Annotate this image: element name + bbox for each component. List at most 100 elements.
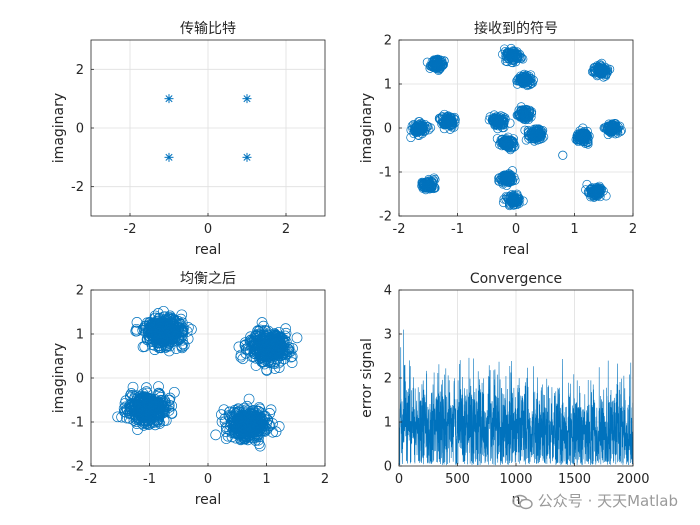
y-tick-label: 1: [384, 78, 392, 93]
data-point: [267, 426, 279, 438]
data-point: [422, 181, 432, 191]
data-point: [231, 408, 242, 420]
data-point: [485, 112, 495, 122]
y-tick-label: 1: [384, 416, 392, 431]
y-tick-label: 4: [384, 284, 392, 299]
data-point: [234, 411, 245, 423]
data-point: [141, 402, 153, 413]
y-axis-label: imaginary: [51, 93, 67, 163]
data-point: [436, 58, 447, 68]
data-point: [417, 125, 427, 135]
data-point: [250, 360, 262, 371]
data-point: [515, 73, 525, 83]
data-point-asterisk: [164, 152, 174, 162]
data-point: [218, 404, 230, 416]
x-axis-label: n: [512, 492, 521, 508]
data-point: [501, 174, 511, 184]
data-point: [411, 122, 421, 132]
data-point: [518, 71, 528, 81]
y-tick-label: 3: [384, 328, 392, 343]
data-point: [279, 353, 290, 365]
y-axis-label: imaginary: [51, 343, 67, 413]
x-tick-label: -1: [451, 222, 464, 237]
data-point: [498, 139, 508, 149]
data-point-asterisk: [242, 152, 252, 162]
data-point: [524, 107, 534, 117]
data-point: [261, 345, 272, 356]
data-point: [129, 393, 140, 405]
data-point: [433, 57, 444, 67]
x-tick-label: 1: [570, 222, 578, 237]
y-tick-label: -1: [71, 416, 84, 431]
data-layer: [164, 94, 252, 162]
data-point: [422, 57, 432, 67]
y-tick-label: 0: [384, 122, 392, 137]
data-point: [522, 79, 533, 89]
data-point: [228, 419, 240, 430]
x-tick-label: -2: [85, 472, 98, 487]
data-point: [498, 137, 508, 147]
data-point: [512, 53, 522, 63]
y-tick-label: -2: [71, 460, 84, 475]
y-axis-label: imaginary: [359, 93, 375, 163]
data-point: [432, 59, 442, 69]
data-point: [500, 172, 510, 182]
data-point: [501, 135, 511, 145]
data-point: [539, 132, 549, 142]
data-point: [609, 122, 619, 132]
data-point: [487, 114, 498, 124]
data-point: [263, 349, 275, 360]
data-point: [507, 53, 517, 63]
data-point: [507, 198, 517, 208]
data-point: [182, 333, 194, 345]
data-point: [151, 412, 163, 424]
data-point: [132, 404, 144, 416]
data-point: [175, 332, 187, 344]
error-signal-line: [399, 329, 633, 466]
asterisk-stroke: [243, 95, 251, 103]
data-point: [264, 333, 276, 344]
data-layer: [399, 329, 633, 466]
watermark-text: 公众号 · 天天Matlab: [537, 492, 678, 510]
data-point: [439, 56, 449, 66]
data-point: [406, 132, 416, 143]
data-point: [174, 322, 185, 334]
subplot-convergence: 0 500 1000 1500 2000 0 1 2 3 4 Convergence n error s…: [359, 271, 650, 508]
x-tick-label: 2: [321, 472, 329, 487]
data-point: [235, 434, 247, 446]
subplot-after-equalization: -2 -1 0 1 2 -2 -1 0 1 2 均衡之后 real imaginary: [51, 271, 329, 508]
data-point: [602, 123, 612, 133]
data-point: [280, 323, 292, 334]
y-tick-label: 2: [384, 372, 392, 387]
data-point: [154, 331, 165, 343]
x-tick-label: 0: [395, 472, 403, 487]
x-axis-label: real: [195, 242, 222, 258]
data-point: [492, 116, 502, 126]
chart-title: Convergence: [470, 271, 562, 287]
data-point: [141, 386, 152, 397]
data-point: [235, 351, 247, 363]
data-point: [523, 112, 534, 122]
data-point: [279, 338, 290, 349]
data-point: [418, 177, 428, 187]
x-axis-label: real: [195, 492, 222, 508]
data-point: [250, 343, 261, 355]
data-point: [493, 121, 503, 131]
data-point: [131, 418, 143, 429]
data-point: [178, 340, 190, 351]
data-point: [506, 52, 516, 62]
data-point: [143, 402, 155, 413]
asterisk-stroke: [165, 153, 173, 161]
data-point: [159, 332, 171, 344]
data-point: [277, 335, 289, 347]
data-point: [291, 332, 303, 344]
data-point: [112, 411, 124, 423]
data-point: [242, 419, 254, 431]
data-point: [262, 351, 274, 362]
x-tick-label: 0: [512, 222, 520, 237]
data-point: [501, 53, 511, 64]
data-point: [419, 178, 429, 188]
data-point: [596, 186, 606, 196]
data-point: [220, 426, 232, 438]
data-point: [121, 403, 133, 415]
